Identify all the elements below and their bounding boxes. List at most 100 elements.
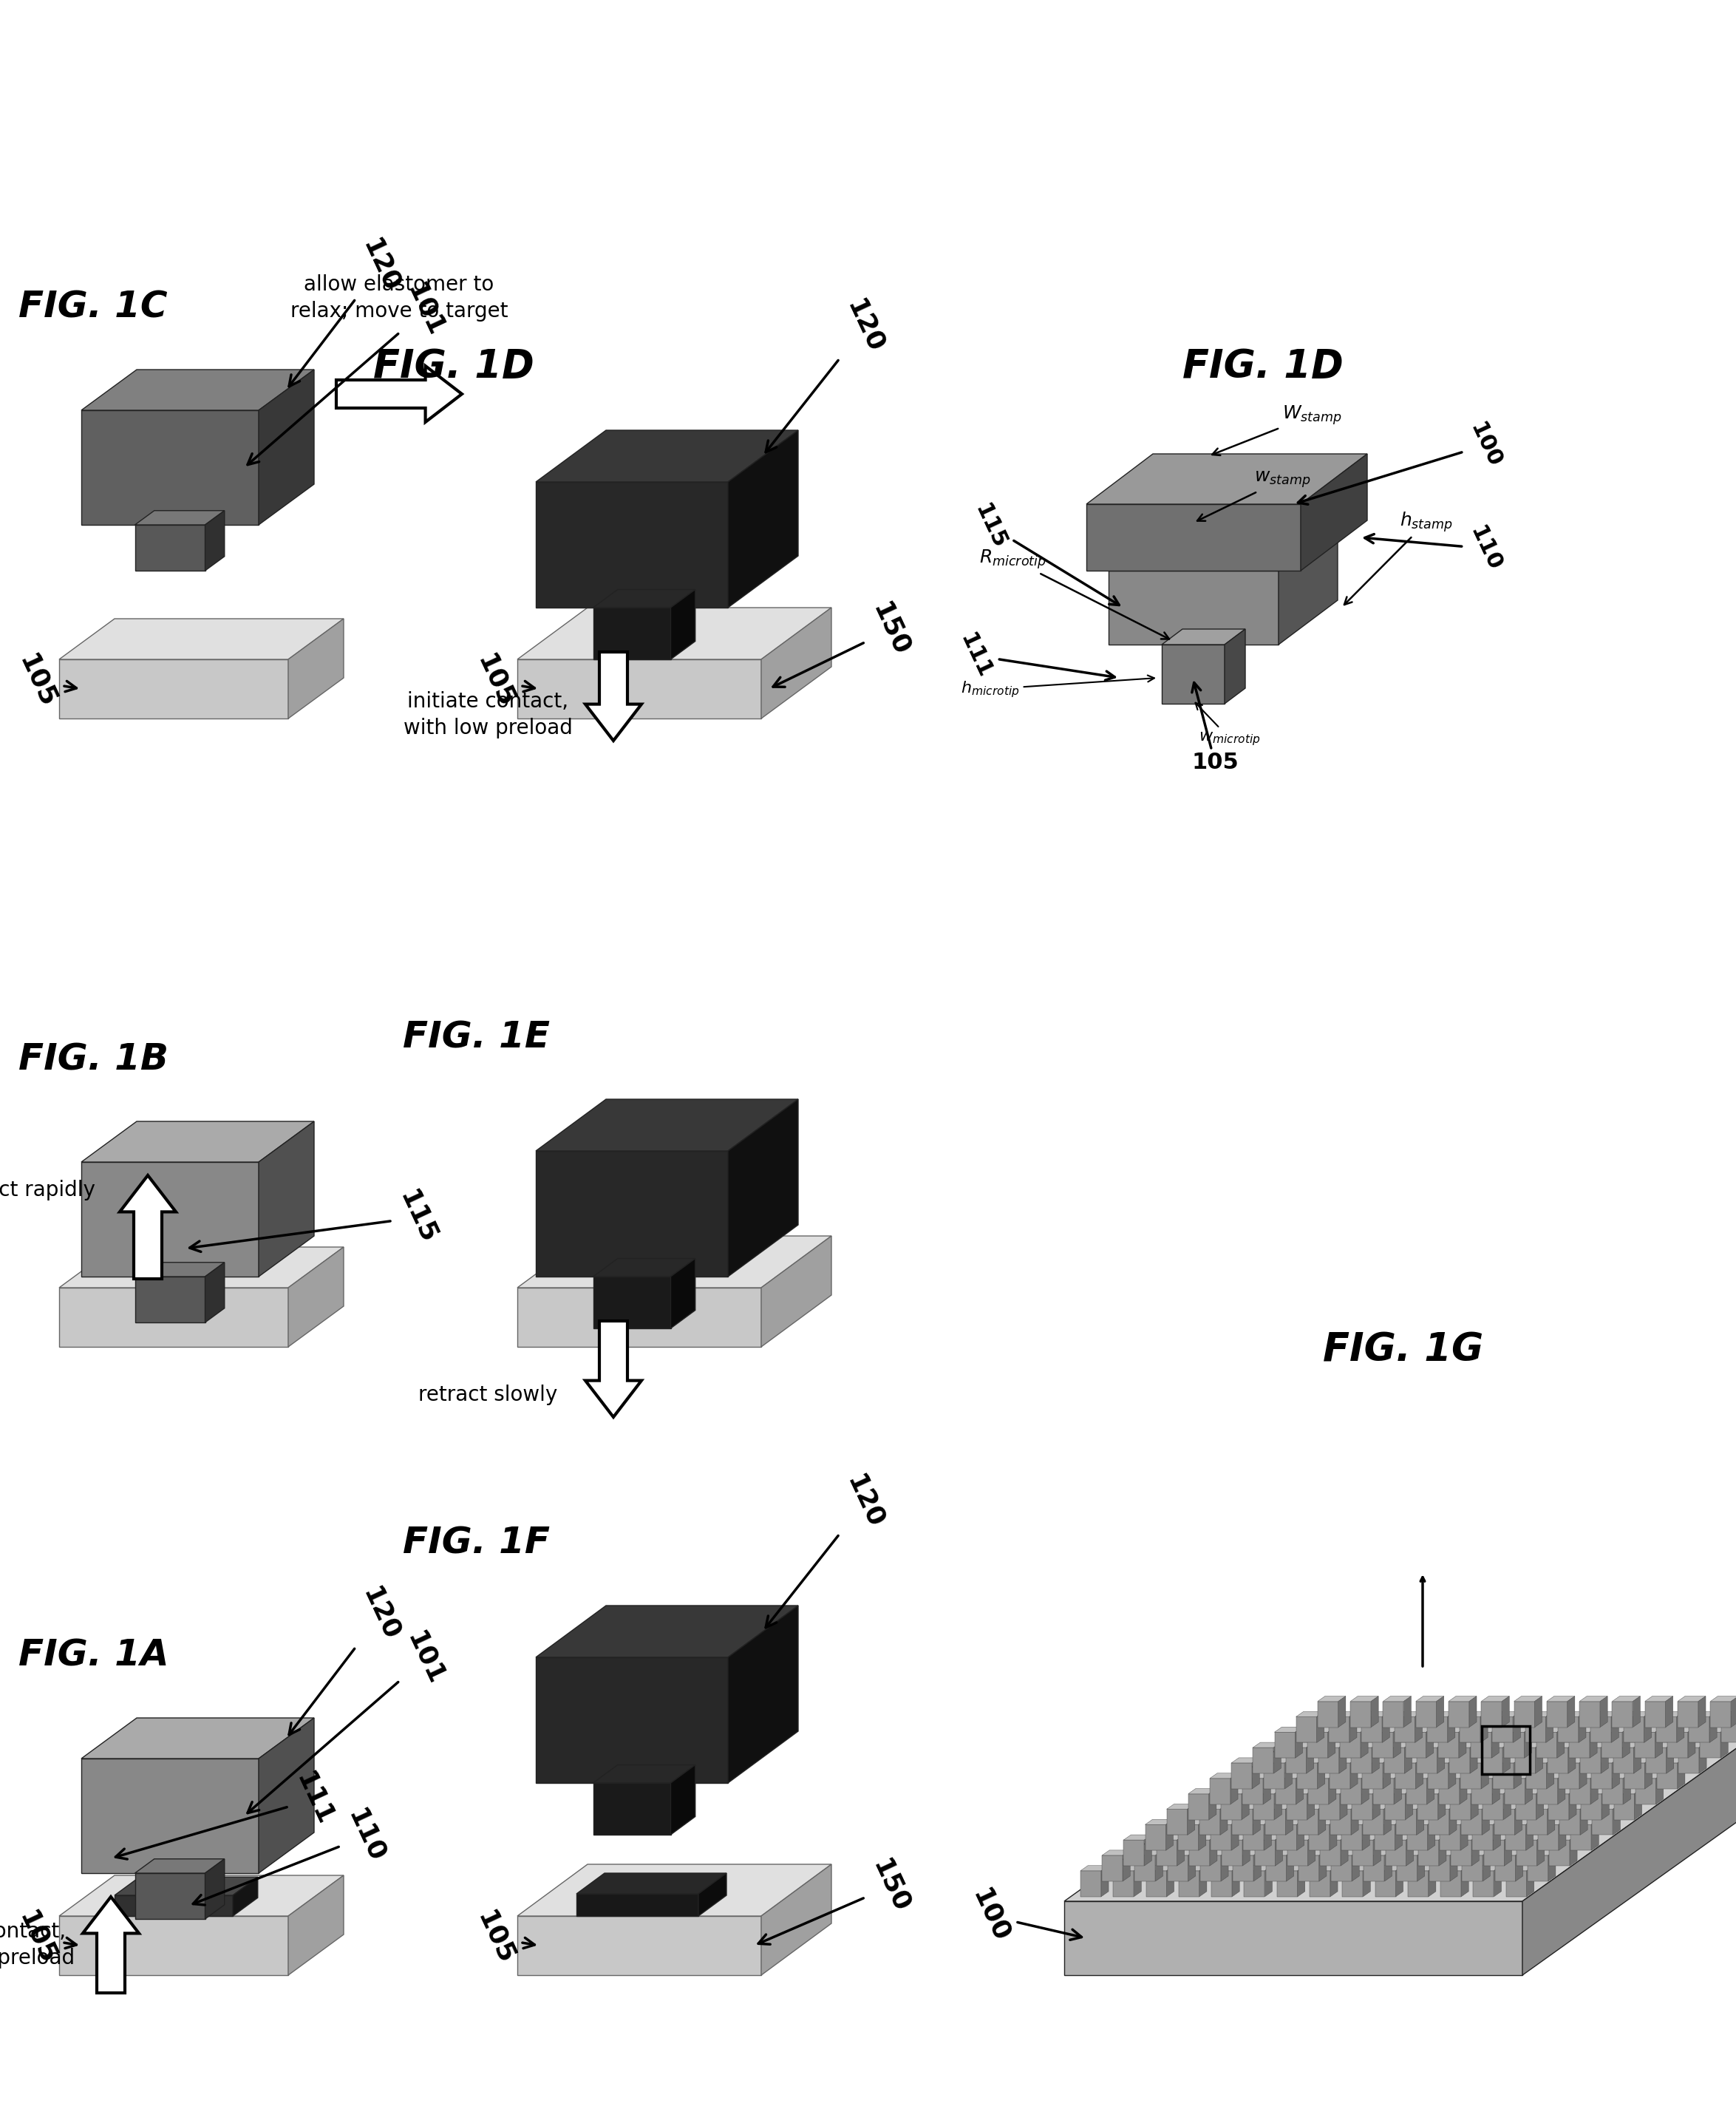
Polygon shape <box>1245 1870 1266 1896</box>
Polygon shape <box>1481 1696 1509 1701</box>
Text: $w_{stamp}$: $w_{stamp}$ <box>1198 469 1311 520</box>
Polygon shape <box>1614 1794 1634 1819</box>
Polygon shape <box>1429 1856 1450 1881</box>
Polygon shape <box>1698 1696 1706 1728</box>
Polygon shape <box>1613 1747 1634 1773</box>
Polygon shape <box>1375 1819 1403 1824</box>
Polygon shape <box>1307 1726 1335 1732</box>
Polygon shape <box>536 1658 727 1783</box>
Polygon shape <box>1677 1696 1706 1701</box>
Polygon shape <box>1198 1819 1207 1851</box>
Polygon shape <box>1189 1841 1210 1866</box>
Polygon shape <box>1417 1747 1437 1773</box>
Polygon shape <box>1351 1701 1371 1728</box>
Polygon shape <box>59 660 288 718</box>
Polygon shape <box>1481 1758 1488 1790</box>
Polygon shape <box>1538 1819 1566 1824</box>
Polygon shape <box>1429 1809 1450 1834</box>
Polygon shape <box>1635 1779 1656 1805</box>
Polygon shape <box>1264 1773 1271 1805</box>
Polygon shape <box>1536 1779 1557 1805</box>
Polygon shape <box>1307 1773 1337 1779</box>
Text: $h_{stamp}$: $h_{stamp}$ <box>1344 510 1453 605</box>
Polygon shape <box>233 1877 257 1917</box>
Polygon shape <box>1545 1711 1554 1743</box>
Polygon shape <box>1342 1819 1370 1824</box>
Polygon shape <box>1179 1866 1207 1870</box>
Polygon shape <box>1462 1849 1489 1856</box>
Polygon shape <box>1592 1805 1620 1809</box>
Polygon shape <box>1340 1788 1347 1819</box>
Polygon shape <box>1417 1794 1437 1819</box>
Polygon shape <box>1427 1819 1436 1851</box>
Polygon shape <box>59 1875 344 1917</box>
Polygon shape <box>1635 1726 1663 1732</box>
Polygon shape <box>1689 1711 1717 1718</box>
Polygon shape <box>1656 1762 1677 1790</box>
Polygon shape <box>1352 1834 1380 1841</box>
Polygon shape <box>1363 1819 1370 1851</box>
Polygon shape <box>1439 1824 1460 1851</box>
Polygon shape <box>760 1864 832 1974</box>
Polygon shape <box>1429 1849 1458 1856</box>
Polygon shape <box>1266 1809 1286 1834</box>
Polygon shape <box>1656 1773 1663 1805</box>
Polygon shape <box>1064 1715 1736 1902</box>
Polygon shape <box>1613 1696 1641 1701</box>
Polygon shape <box>1384 1758 1391 1790</box>
Polygon shape <box>1635 1732 1654 1758</box>
Polygon shape <box>1503 1726 1531 1732</box>
Polygon shape <box>1278 1866 1305 1870</box>
Polygon shape <box>1384 1747 1404 1773</box>
Polygon shape <box>1484 1841 1505 1866</box>
Polygon shape <box>1255 1841 1276 1866</box>
Polygon shape <box>1578 1711 1587 1743</box>
Polygon shape <box>1495 1805 1522 1809</box>
Polygon shape <box>1677 1758 1686 1790</box>
Polygon shape <box>1102 1856 1123 1881</box>
Polygon shape <box>1483 1747 1503 1773</box>
Polygon shape <box>1646 1696 1674 1701</box>
Polygon shape <box>1505 1870 1526 1896</box>
Polygon shape <box>1547 1805 1555 1834</box>
Polygon shape <box>1656 1718 1677 1743</box>
Polygon shape <box>1299 1849 1326 1856</box>
Polygon shape <box>1460 1762 1481 1790</box>
Polygon shape <box>1656 1711 1684 1718</box>
Polygon shape <box>1278 527 1338 645</box>
Polygon shape <box>1470 1788 1477 1819</box>
Polygon shape <box>1590 1726 1597 1758</box>
Polygon shape <box>1307 1779 1328 1805</box>
Polygon shape <box>1450 1788 1477 1794</box>
Polygon shape <box>1406 1819 1436 1824</box>
Polygon shape <box>1495 1809 1516 1834</box>
Polygon shape <box>1375 1866 1403 1870</box>
Polygon shape <box>1397 1849 1425 1856</box>
Polygon shape <box>1611 1711 1618 1743</box>
Polygon shape <box>1514 1711 1521 1743</box>
Polygon shape <box>1569 1726 1597 1732</box>
Polygon shape <box>576 1872 726 1894</box>
Polygon shape <box>1437 1732 1458 1758</box>
Polygon shape <box>1264 1762 1285 1790</box>
Polygon shape <box>1557 1718 1578 1743</box>
Polygon shape <box>1483 1743 1510 1747</box>
Polygon shape <box>1224 628 1245 703</box>
Polygon shape <box>1316 1711 1325 1743</box>
Polygon shape <box>1439 1834 1446 1866</box>
Polygon shape <box>1502 1696 1509 1728</box>
Polygon shape <box>1318 1805 1326 1834</box>
Polygon shape <box>1408 1866 1436 1870</box>
Polygon shape <box>1483 1805 1489 1834</box>
Polygon shape <box>1243 1824 1264 1851</box>
Polygon shape <box>259 1718 314 1872</box>
Polygon shape <box>1634 1743 1641 1773</box>
Polygon shape <box>1253 1747 1274 1773</box>
Polygon shape <box>1123 1841 1144 1866</box>
Polygon shape <box>1493 1711 1521 1718</box>
Polygon shape <box>1439 1779 1460 1805</box>
Polygon shape <box>1351 1758 1358 1790</box>
Polygon shape <box>1514 1696 1542 1701</box>
Polygon shape <box>1307 1743 1314 1773</box>
Text: FIG. 1B: FIG. 1B <box>19 1042 168 1076</box>
